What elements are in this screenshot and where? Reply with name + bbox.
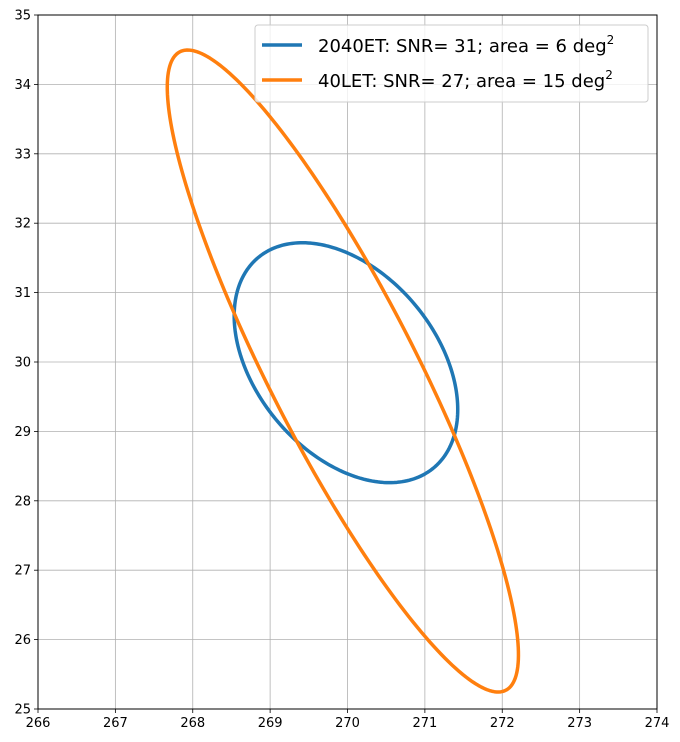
x-tick-label: 270 (335, 716, 360, 731)
x-tick-label: 268 (180, 716, 205, 731)
y-tick-label: 28 (14, 494, 31, 509)
series-layer (165, 48, 521, 694)
x-tick-label: 271 (412, 716, 437, 731)
legend-superscript-40let: 2 (605, 68, 613, 82)
y-tick-label: 26 (14, 633, 31, 648)
y-tick-label: 31 (14, 286, 31, 301)
legend-superscript-2040et: 2 (607, 33, 615, 47)
y-tick-label: 25 (14, 703, 31, 718)
x-tick-label: 267 (103, 716, 128, 731)
legend-box (254, 24, 649, 103)
x-tick-label: 269 (258, 716, 283, 731)
y-tick-label: 35 (14, 9, 31, 24)
y-tick-label: 32 (14, 217, 31, 232)
y-tick-label: 33 (14, 147, 31, 162)
legend-entry-40let: 40LET: SNR= 27; area = 15 deg2 (318, 68, 613, 92)
y-tick-label: 29 (14, 425, 31, 440)
legend-label-2040et: 2040ET: SNR= 31; area = 6 deg (318, 36, 607, 57)
y-tick-label: 30 (14, 356, 31, 371)
legend: 2040ET: SNR= 31; area = 6 deg2 40LET: SN… (254, 24, 649, 103)
x-tick-label: 272 (490, 716, 515, 731)
y-tick-label: 34 (14, 78, 31, 93)
legend-label-40let: 40LET: SNR= 27; area = 15 deg (318, 71, 605, 92)
x-axis: 266 267 268 269 270 271 272 273 274 (26, 709, 670, 731)
y-axis: 25 26 27 28 29 30 31 32 33 34 35 (14, 9, 38, 718)
legend-entry-2040et: 2040ET: SNR= 31; area = 6 deg2 (318, 33, 614, 57)
x-tick-label: 266 (26, 716, 51, 731)
series-2040et-ellipse (232, 241, 460, 485)
series-40let-ellipse (165, 48, 521, 694)
y-tick-label: 27 (14, 564, 31, 579)
x-tick-label: 274 (645, 716, 670, 731)
x-tick-label: 273 (567, 716, 592, 731)
